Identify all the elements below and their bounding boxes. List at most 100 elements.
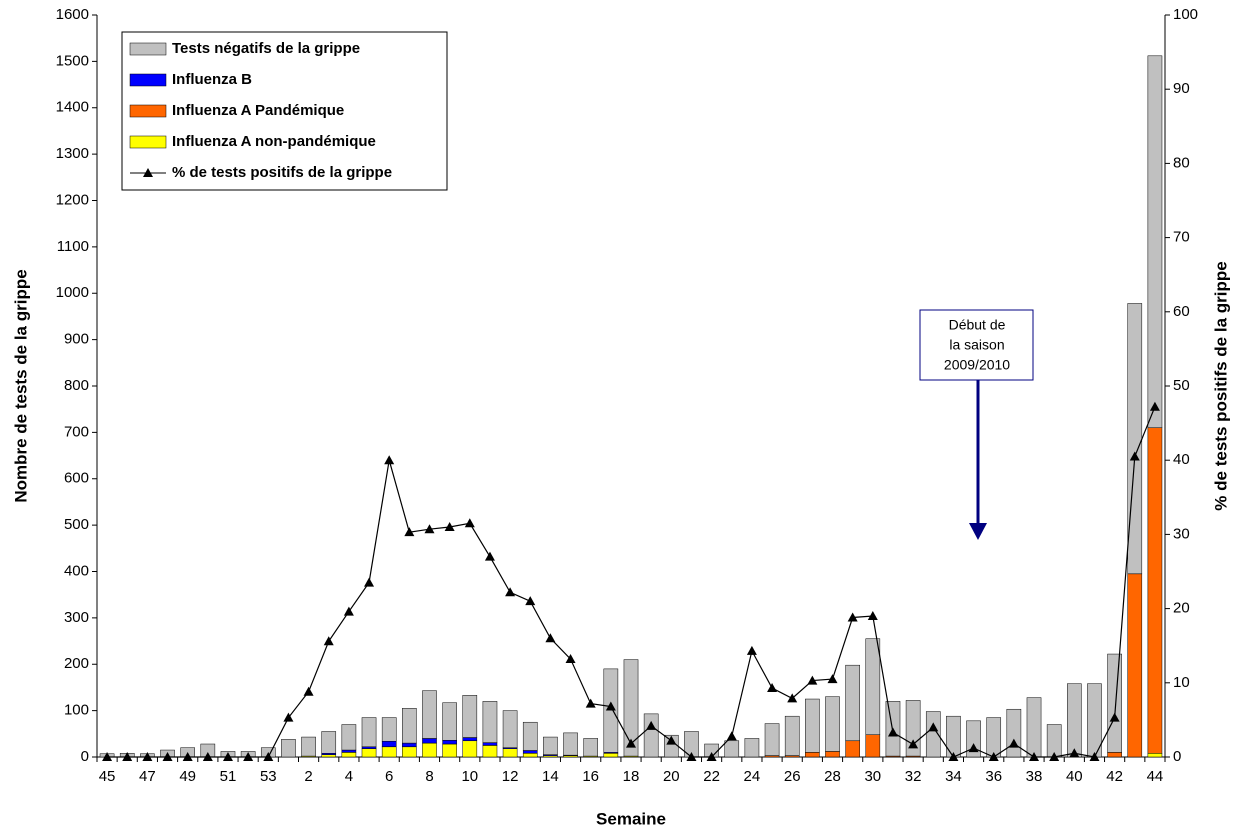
bar [482, 745, 498, 758]
y-tick-label: 1300 [56, 145, 89, 162]
bar [361, 746, 377, 749]
x-tick-label: 16 [582, 768, 599, 785]
marker [585, 698, 596, 708]
marker [142, 752, 153, 761]
bar [381, 717, 397, 742]
bar [422, 742, 437, 758]
bar [341, 749, 357, 753]
bar [442, 743, 457, 758]
annotation-arrowhead [969, 523, 987, 540]
y-tick-label: 400 [64, 562, 89, 579]
bar [422, 690, 437, 739]
y-tick-label: 300 [64, 609, 89, 626]
y2-tick-label: 30 [1173, 525, 1190, 542]
marker [303, 686, 314, 696]
marker [847, 612, 858, 622]
x-tick-label: 10 [461, 768, 478, 785]
marker [928, 722, 939, 732]
x-tick-label: 32 [905, 768, 922, 785]
marker [424, 524, 435, 534]
bar [341, 724, 357, 751]
y-tick-label: 900 [64, 331, 89, 348]
legend-label: Influenza A non-pandémique [172, 133, 376, 150]
marker [525, 596, 536, 606]
x-tick-label: 26 [784, 768, 801, 785]
x-tick-label: 36 [985, 768, 1002, 785]
bar [301, 736, 316, 757]
bar [623, 659, 639, 757]
marker [343, 606, 354, 616]
marker [1049, 752, 1060, 761]
marker [605, 701, 616, 711]
marker [666, 735, 677, 745]
bar [724, 740, 740, 758]
y2-axis-title: % de tests positifs de la grippe [1211, 261, 1230, 510]
marker [1069, 748, 1080, 758]
annotation-text: Début de [949, 317, 1006, 333]
marker [1089, 752, 1100, 761]
marker [948, 752, 959, 761]
x-tick-label: 8 [425, 768, 433, 785]
marker [464, 518, 475, 528]
bar [341, 752, 357, 758]
bar [805, 752, 820, 758]
x-tick-label: 47 [139, 768, 156, 785]
y-tick-label: 1100 [57, 238, 89, 255]
marker [787, 693, 798, 703]
marker [646, 720, 657, 730]
x-tick-label: 4 [345, 768, 353, 785]
x-tick-label: 49 [179, 768, 196, 785]
bar [522, 753, 538, 758]
bar [603, 753, 619, 758]
x-tick-label: 22 [703, 768, 720, 785]
y-tick-label: 200 [64, 655, 89, 672]
bar [462, 737, 478, 742]
marker [706, 752, 717, 761]
y-tick-label: 700 [64, 423, 89, 440]
bar [1026, 697, 1042, 758]
marker [484, 551, 495, 561]
x-tick-label: 20 [663, 768, 680, 785]
legend-swatch [129, 42, 167, 56]
annotation-text: la saison [949, 337, 1004, 353]
marker [263, 752, 274, 761]
marker [807, 675, 818, 685]
bar [402, 742, 417, 748]
bar [1067, 683, 1082, 758]
bar [1006, 708, 1022, 758]
bar [603, 668, 619, 753]
y2-tick-label: 60 [1173, 303, 1190, 320]
bar [543, 736, 558, 755]
y2-tick-label: 20 [1173, 600, 1190, 617]
y2-tick-label: 50 [1173, 377, 1190, 394]
x-tick-label: 12 [502, 768, 519, 785]
legend: Tests négatifs de la grippe Influenza B In… [121, 31, 448, 191]
bar [522, 721, 538, 751]
bar [925, 711, 941, 758]
y2-tick-label: 90 [1173, 80, 1190, 97]
marker [908, 739, 919, 749]
bar [845, 664, 860, 742]
bar [1127, 303, 1143, 575]
annotation: Début de la saison 2009/2010 [919, 309, 1034, 540]
bar [462, 740, 478, 758]
y2-tick-label: 70 [1173, 229, 1190, 246]
annotation-box [919, 309, 1034, 381]
legend-swatch [129, 73, 167, 87]
bar [361, 717, 377, 748]
bar [825, 696, 840, 752]
marker [726, 731, 737, 741]
bar [502, 748, 518, 758]
x-tick-label: 51 [220, 768, 237, 785]
marker [202, 752, 213, 761]
bar [281, 739, 296, 758]
marker [404, 527, 415, 537]
marker [162, 752, 173, 761]
legend-label: Influenza B [172, 71, 252, 88]
bar [422, 738, 437, 744]
marker [323, 636, 334, 646]
y-tick-label: 1200 [56, 191, 89, 208]
marker [283, 712, 294, 722]
y2-tick-label: 10 [1173, 674, 1190, 691]
